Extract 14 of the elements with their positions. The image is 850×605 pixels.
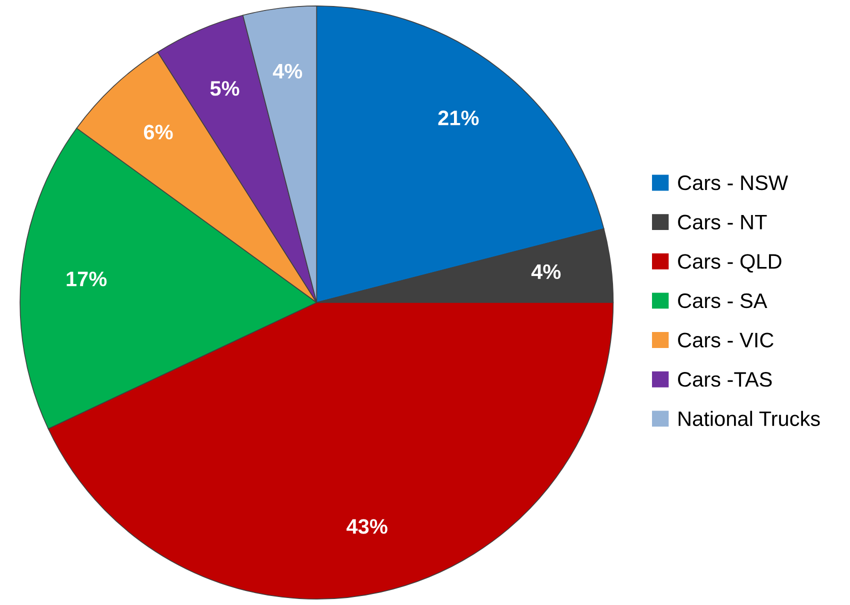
legend-label: Cars - VIC — [678, 332, 774, 348]
legend-label: Cars - SA — [678, 293, 768, 308]
data-label: 21% — [438, 110, 479, 126]
data-label: 4% — [531, 264, 561, 280]
data-label: 43% — [346, 519, 388, 534]
data-label: 6% — [144, 124, 173, 140]
data-label: 5% — [210, 81, 240, 96]
data-label: 4% — [272, 64, 302, 79]
data-label: 17% — [66, 272, 107, 286]
legend-label: Cars - NSW — [678, 175, 788, 190]
legend-label: Cars - NT — [678, 214, 767, 230]
legend-label: Cars - QLD — [678, 254, 782, 273]
legend-label: Cars -TAS — [678, 372, 772, 387]
legend-label: National Trucks — [678, 410, 820, 426]
